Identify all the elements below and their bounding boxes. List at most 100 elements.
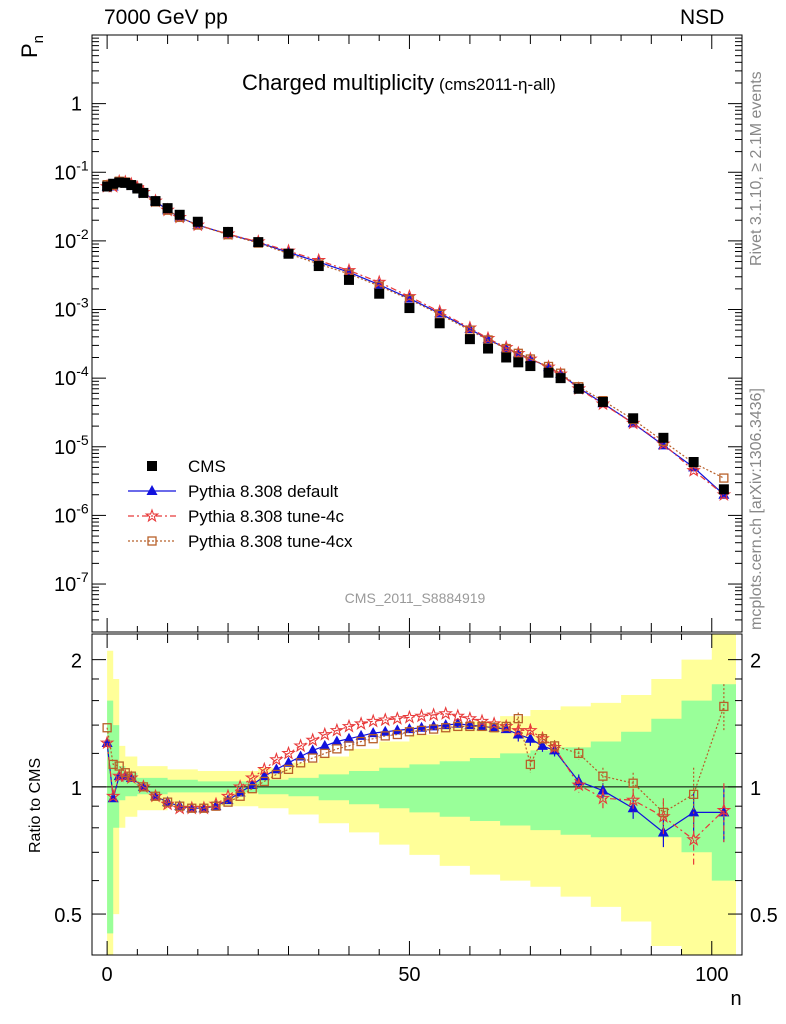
ratio-point <box>295 758 306 768</box>
y-tick-exponent: -1 <box>76 157 89 173</box>
ratio-point <box>162 796 174 807</box>
ratio-point <box>332 744 342 754</box>
ratio-tick-label-right: 0.5 <box>750 905 778 927</box>
ratio-point <box>428 724 439 734</box>
y-tick-label: 10-4 <box>54 363 89 390</box>
legend-label: Pythia 8.308 tune-4c <box>188 507 344 526</box>
ratio-point <box>305 732 320 747</box>
ratio-point <box>232 779 248 794</box>
ratio-point <box>102 723 112 733</box>
ratio-point <box>598 771 608 781</box>
x-tick-label: 50 <box>398 964 420 986</box>
ratio-data-marks <box>92 684 742 866</box>
ratio-point <box>450 708 466 723</box>
data-point <box>686 462 701 477</box>
data-point <box>108 178 119 189</box>
ratio-point <box>317 726 333 741</box>
process-label: NSD <box>680 6 725 29</box>
ratio-line <box>106 713 725 841</box>
ratio-point <box>308 753 318 763</box>
ratio-point <box>525 759 536 770</box>
y-axis-label-sub: n <box>30 35 47 43</box>
ratio-tick-label-right: 2 <box>750 651 761 673</box>
x-tick-label: 0 <box>102 964 113 986</box>
ratio-point <box>368 734 378 744</box>
data-point <box>174 209 185 220</box>
y-tick-exponent: -3 <box>76 295 89 311</box>
data-point <box>132 183 143 194</box>
ratio-point <box>523 722 538 737</box>
data-point <box>688 456 699 467</box>
ratio-point <box>688 806 700 817</box>
ratio-point <box>537 734 548 744</box>
ratio-point <box>105 788 121 803</box>
data-point <box>573 383 584 394</box>
ratio-point <box>719 701 729 712</box>
ratio-point <box>392 729 402 740</box>
ratio-point <box>187 803 197 813</box>
data-point <box>513 357 524 368</box>
ratio-point <box>353 716 369 731</box>
ratio-point <box>211 801 221 811</box>
ratio-point <box>438 706 453 720</box>
ratio-point <box>453 721 463 732</box>
data-point <box>313 261 324 272</box>
ratio-point <box>199 803 209 813</box>
ratio-axis-label: Ratio to CMS <box>27 758 44 853</box>
ratio-point <box>269 751 284 766</box>
data-point <box>162 203 173 214</box>
ratio-point <box>283 756 295 767</box>
ratio-point <box>365 713 381 728</box>
ratio-point <box>476 720 488 731</box>
ratio-point <box>462 711 478 725</box>
data-point <box>253 237 264 248</box>
data-point <box>628 413 639 424</box>
chart-subtitle: (cms2011-η-all) <box>439 75 556 94</box>
ratio-point <box>389 711 405 725</box>
y-tick-exponent: -7 <box>76 569 89 585</box>
legend-marker <box>147 536 157 546</box>
x-axis-label: n <box>730 988 741 1010</box>
ratio-point <box>138 782 149 792</box>
ratio-point <box>295 750 307 761</box>
ratio-frame <box>91 633 743 956</box>
ratio-point <box>344 741 354 751</box>
ratio-point <box>320 748 330 759</box>
y-tick-label: 10-2 <box>54 226 89 253</box>
data-point <box>374 288 385 299</box>
ratio-point <box>247 784 257 794</box>
ratio-point <box>175 801 185 811</box>
ratio-point <box>331 735 343 746</box>
ratio-point <box>688 789 699 799</box>
data-point <box>597 396 608 407</box>
ratio-point <box>234 786 246 797</box>
main-data-marks <box>99 173 732 502</box>
ratio-point <box>281 745 296 760</box>
chart-title: Charged multiplicity (cms2011-η-all) <box>242 70 556 95</box>
data-point <box>658 432 669 443</box>
inner-band <box>107 684 737 934</box>
ratio-point <box>402 709 417 724</box>
ratio-point <box>441 723 451 733</box>
ratio-point <box>686 831 701 846</box>
legend-label: Pythia 8.308 default <box>188 482 339 501</box>
ratio-point <box>536 739 548 750</box>
ratio-tick-label-right: 1 <box>750 778 761 800</box>
y-tick-label: 1 <box>71 94 82 116</box>
data-point <box>464 334 475 345</box>
ratio-uncertainty-bands <box>107 634 737 955</box>
ratio-point <box>489 723 499 733</box>
ratio-point <box>716 802 732 817</box>
data-point <box>434 318 445 329</box>
ratio-point <box>343 732 355 743</box>
data-point <box>404 303 415 314</box>
ratio-point <box>658 807 669 818</box>
ratio-point <box>571 777 587 792</box>
ratio-point <box>271 769 282 780</box>
legend-label: CMS <box>188 457 226 476</box>
ratio-point <box>380 731 390 741</box>
ratio-point <box>235 791 245 801</box>
y-tick-label: 10-1 <box>54 157 89 184</box>
ratio-tick-label: 2 <box>71 651 82 673</box>
axes-frames <box>91 34 743 956</box>
